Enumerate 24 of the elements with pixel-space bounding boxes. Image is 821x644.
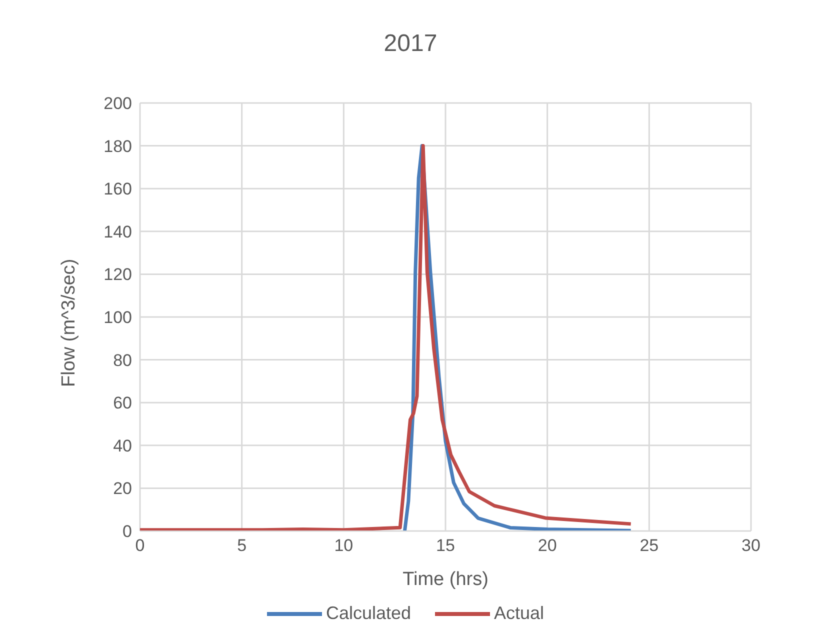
legend-label: Calculated [326,603,412,624]
y-tick-label: 20 [113,479,132,498]
y-tick-label: 80 [113,350,132,370]
x-axis-title: Time (hrs) [402,569,488,590]
x-tick-label: 30 [742,536,760,556]
y-tick-label: 0 [122,522,132,542]
y-tick-label: 40 [113,436,132,456]
y-tick-label: 200 [104,94,132,114]
y-tick-label: 160 [104,180,132,199]
x-tick-label: 10 [334,536,354,556]
y-tick-label: 120 [104,265,132,284]
y-tick-label: 140 [104,222,132,242]
legend-label: Actual [494,603,544,624]
x-tick-label: 0 [135,536,145,556]
y-tick-label: 180 [104,136,132,156]
line-series [140,144,633,531]
x-tick-label: 25 [640,536,659,556]
x-tick-label: 5 [237,536,247,556]
y-tick-label: 60 [113,394,132,413]
y-tick-label: 100 [104,308,132,328]
chart-title: 2017 [382,30,438,58]
x-tick-label: 15 [436,536,455,556]
x-tick-label: 20 [538,536,557,556]
y-axis-title: Flow (m^3/sec) [58,258,80,387]
